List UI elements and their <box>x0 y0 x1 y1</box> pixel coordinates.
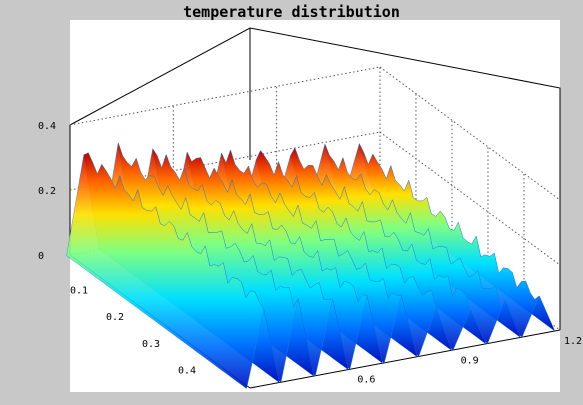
y-tick-label: 0.6 <box>357 375 375 386</box>
axis-frame-back <box>69 27 561 330</box>
grid-line-back-z-1 <box>379 131 561 266</box>
chart-title: temperature distribution <box>183 3 400 21</box>
z-tick-label: 0.2 <box>38 186 56 197</box>
y-tick-label: 0.9 <box>461 355 479 366</box>
ridge-face-0 <box>66 152 265 389</box>
grid-line-z-2 <box>69 66 381 126</box>
tick-labels: 0 0.2 0.4 0.1 0.2 0.3 0.4 0.6 0.9 1.2 <box>38 121 582 386</box>
y-axis-line <box>249 329 561 389</box>
x-tick-label: 0.3 <box>142 339 160 350</box>
x-tick-label: 0.2 <box>106 312 124 323</box>
grid-line-back-z-2 <box>379 66 561 201</box>
y-tick-label: 1.2 <box>564 336 582 347</box>
x-tick-label: 0.4 <box>178 365 196 376</box>
x-tick-label: 0.1 <box>70 286 88 297</box>
z-tick-label: 0.4 <box>38 121 56 132</box>
surface-ridges <box>66 142 556 389</box>
z-tick-label: 0 <box>38 251 44 262</box>
